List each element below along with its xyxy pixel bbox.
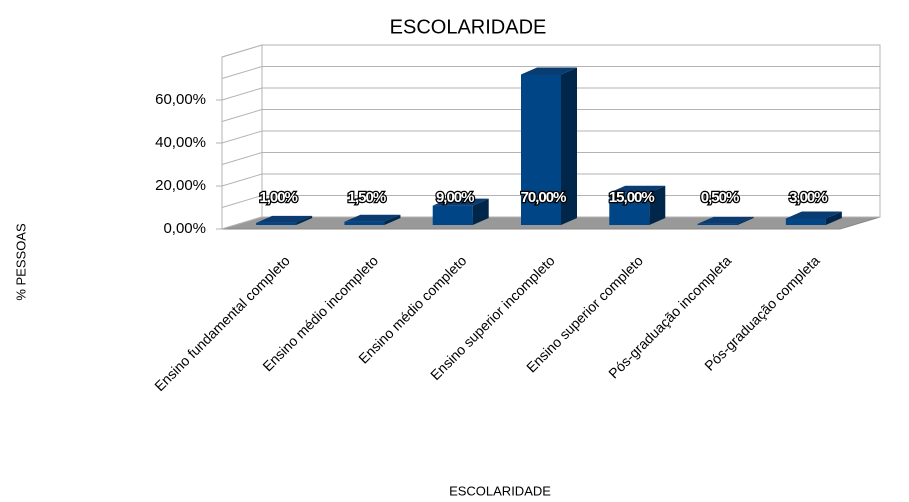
bar-side [472, 198, 489, 225]
bar-side [825, 211, 842, 225]
bar-top [697, 216, 754, 224]
bar-front [344, 221, 385, 225]
bar-front [432, 205, 473, 225]
bar [256, 215, 313, 225]
y-tick-label: 20,00% [155, 177, 206, 194]
y-tick-label: 40,00% [155, 134, 206, 151]
grid-line [221, 195, 880, 208]
bar [609, 185, 666, 225]
data-label: 1,50% [348, 189, 386, 206]
bar-top [785, 211, 842, 219]
grid-line [221, 152, 880, 165]
data-label: 70,00% [521, 189, 567, 206]
bar-side [296, 215, 313, 225]
bar-top [344, 214, 401, 222]
grid-line [221, 87, 880, 101]
bar [785, 211, 842, 225]
data-label: 0,50% [701, 189, 739, 206]
data-label: 1,00% [259, 189, 297, 206]
bar-side [561, 67, 577, 225]
y-tick-label: 60,00% [155, 91, 206, 108]
data-label: 9,00% [436, 189, 474, 206]
y-tick-label: 0,00% [163, 220, 206, 237]
bar-top [432, 198, 489, 206]
y-axis-title: % PESSOAS [13, 223, 28, 301]
grid-line [221, 44, 880, 58]
bar-side [737, 216, 754, 225]
chart-title: ESCOLARIDADE [390, 16, 547, 38]
grid-line [221, 130, 880, 144]
bar-side [649, 185, 666, 225]
bar-front [521, 74, 561, 225]
bar-front [256, 222, 297, 225]
data-label: 3,00% [789, 189, 827, 206]
bar-front [785, 218, 826, 225]
bar [521, 67, 577, 225]
grid-line [221, 109, 880, 122]
bar-side [384, 214, 401, 225]
bar-top [521, 67, 577, 75]
bar [432, 198, 489, 225]
bar-front [697, 223, 738, 225]
bar [344, 214, 401, 225]
bar-top [256, 215, 313, 223]
grid-line [221, 173, 880, 187]
grid-line [221, 66, 880, 79]
x-axis-title: ESCOLARIDADE [449, 483, 551, 498]
bar [697, 216, 754, 225]
bar-top [609, 185, 666, 193]
grid-line [221, 216, 880, 230]
bar-front [609, 192, 650, 225]
data-label: 15,00% [609, 189, 655, 206]
